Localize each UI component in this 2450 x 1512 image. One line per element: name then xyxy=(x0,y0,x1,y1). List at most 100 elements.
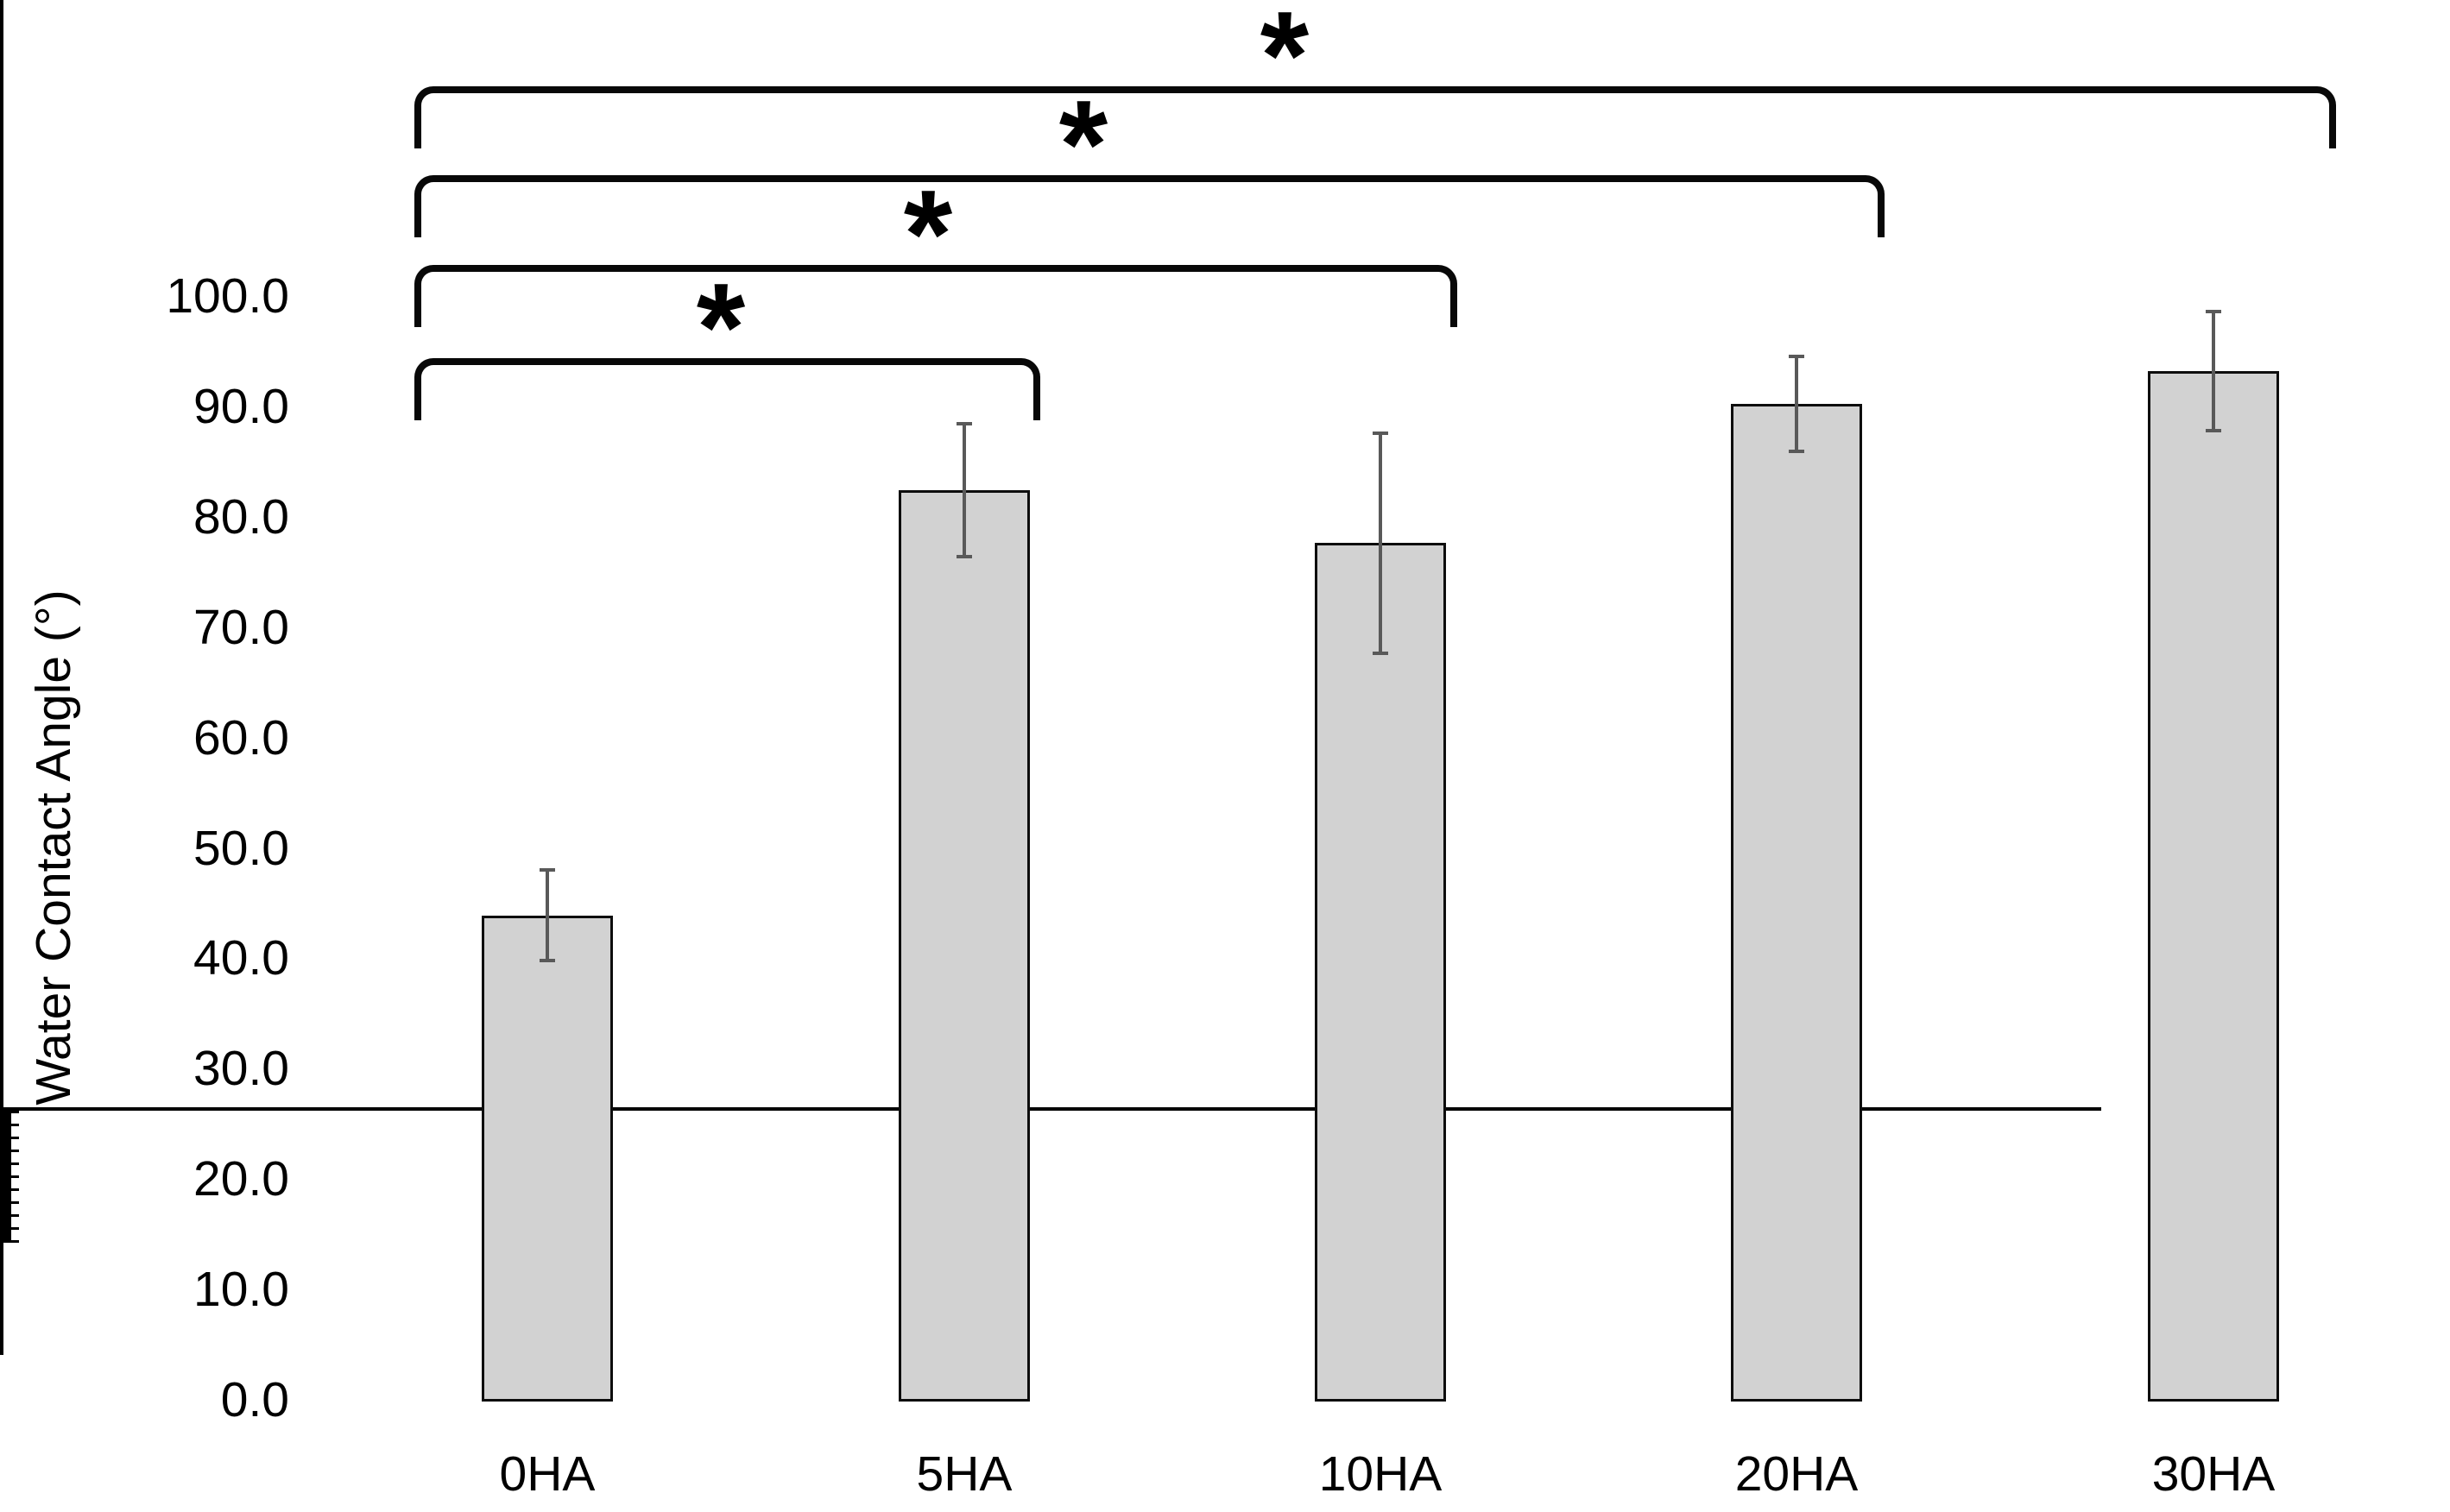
error-bar-20HA xyxy=(1795,356,1798,451)
y-minor-tick xyxy=(0,1222,11,1225)
y-major-tick xyxy=(0,1227,19,1230)
y-minor-tick xyxy=(0,1238,11,1240)
y-minor-tick xyxy=(0,1152,11,1155)
y-minor-tick xyxy=(0,1196,11,1199)
error-bar-cap xyxy=(1373,652,1388,655)
y-minor-tick xyxy=(0,1191,11,1194)
plot-area: 0.0 10.0 20.0 30.0 40.0 50.0 60.0 70.0 80.0 90.0 1… xyxy=(0,0,2336,1500)
y-minor-tick xyxy=(0,1129,11,1131)
y-minor-tick xyxy=(0,1131,11,1134)
y-minor-tick xyxy=(0,1121,11,1124)
x-tick xyxy=(0,1310,3,1332)
error-bar-cap xyxy=(2206,429,2221,432)
error-bar-10HA xyxy=(1379,433,1382,653)
error-bar-cap xyxy=(957,555,972,558)
y-minor-tick xyxy=(0,1165,11,1168)
x-label-10HA: 10HA xyxy=(1318,1446,1443,1502)
x-tick xyxy=(0,1288,3,1310)
y-axis-line xyxy=(0,0,3,1107)
y-major-tick xyxy=(0,1111,19,1113)
y-minor-tick xyxy=(0,1157,11,1160)
bar-0HA xyxy=(482,916,613,1402)
y-minor-tick xyxy=(0,1178,11,1181)
y-tick-label: 30.0 xyxy=(193,1041,289,1096)
y-minor-tick xyxy=(0,1116,11,1118)
y-minor-tick xyxy=(0,1212,11,1214)
y-tick-label: 80.0 xyxy=(193,489,289,545)
y-tick-label: 100.0 xyxy=(166,268,289,324)
y-minor-tick xyxy=(0,1235,11,1238)
significance-bracket-0HA-10HA xyxy=(414,265,1457,327)
y-tick-label: 40.0 xyxy=(193,930,289,986)
x-label-30HA: 30HA xyxy=(2151,1446,2276,1502)
x-tick xyxy=(0,1243,3,1265)
significance-bracket-0HA-20HA xyxy=(414,175,1885,237)
x-label-5HA: 5HA xyxy=(916,1446,1013,1502)
x-axis-line xyxy=(0,1107,2101,1111)
y-minor-tick xyxy=(0,1126,11,1129)
error-bar-cap xyxy=(1789,355,1804,358)
x-tick xyxy=(0,1265,3,1288)
y-minor-tick xyxy=(0,1225,11,1227)
y-minor-tick xyxy=(0,1206,11,1209)
y-minor-tick xyxy=(0,1232,11,1235)
y-minor-tick xyxy=(0,1144,11,1147)
y-minor-tick xyxy=(0,1217,11,1219)
error-bar-cap xyxy=(957,422,972,425)
error-bar-cap xyxy=(2206,310,2221,313)
significance-asterisk-10HA: * xyxy=(903,164,953,304)
x-label-20HA: 20HA xyxy=(1734,1446,1859,1502)
y-minor-tick xyxy=(0,1199,11,1201)
y-minor-tick xyxy=(0,1194,11,1196)
y-minor-tick xyxy=(0,1155,11,1157)
y-major-tick xyxy=(0,1162,19,1165)
significance-asterisk-20HA: * xyxy=(1058,74,1108,214)
x-label-0HA: 0HA xyxy=(499,1446,596,1502)
y-minor-tick xyxy=(0,1170,11,1173)
y-minor-tick xyxy=(0,1173,11,1175)
error-bar-cap xyxy=(1373,432,1388,435)
y-tick-label: 60.0 xyxy=(193,710,289,765)
y-minor-tick xyxy=(0,1183,11,1186)
y-minor-tick xyxy=(0,1209,11,1212)
y-minor-tick xyxy=(0,1139,11,1142)
y-tick-label: 0.0 xyxy=(220,1372,289,1427)
y-tick-label: 70.0 xyxy=(193,600,289,655)
y-minor-tick xyxy=(0,1230,11,1232)
y-tick-label: 20.0 xyxy=(193,1151,289,1206)
x-tick xyxy=(0,1332,3,1355)
y-minor-tick xyxy=(0,1160,11,1162)
y-major-tick xyxy=(0,1201,19,1204)
y-tick-label: 50.0 xyxy=(193,821,289,876)
y-tick-label: 90.0 xyxy=(193,379,289,434)
y-major-tick xyxy=(0,1124,19,1126)
significance-bracket-0HA-30HA xyxy=(414,86,2336,148)
significance-bracket-0HA-5HA xyxy=(414,358,1040,420)
y-axis-title: Water Contact Angle (°) xyxy=(26,589,81,1106)
y-tick-label: 10.0 xyxy=(193,1262,289,1317)
y-minor-tick xyxy=(0,1113,11,1116)
error-bar-cap xyxy=(1789,450,1804,453)
y-minor-tick xyxy=(0,1181,11,1183)
y-minor-tick xyxy=(0,1142,11,1144)
y-minor-tick xyxy=(0,1186,11,1188)
y-minor-tick xyxy=(0,1219,11,1222)
y-major-tick xyxy=(0,1188,19,1191)
y-major-tick xyxy=(0,1150,19,1152)
error-bar-cap xyxy=(540,868,555,872)
y-major-tick xyxy=(0,1240,19,1243)
bar-30HA xyxy=(2148,371,2279,1402)
bar-5HA xyxy=(899,490,1030,1402)
y-major-tick xyxy=(0,1214,19,1217)
error-bar-5HA xyxy=(963,424,966,557)
y-major-tick xyxy=(0,1137,19,1139)
significance-asterisk-30HA: * xyxy=(1260,0,1310,125)
bar-20HA xyxy=(1731,404,1862,1402)
y-minor-tick xyxy=(0,1204,11,1206)
bar-10HA xyxy=(1315,543,1446,1402)
y-major-tick xyxy=(0,1175,19,1178)
significance-asterisk-5HA: * xyxy=(696,257,746,397)
y-minor-tick xyxy=(0,1134,11,1137)
y-minor-tick xyxy=(0,1118,11,1121)
